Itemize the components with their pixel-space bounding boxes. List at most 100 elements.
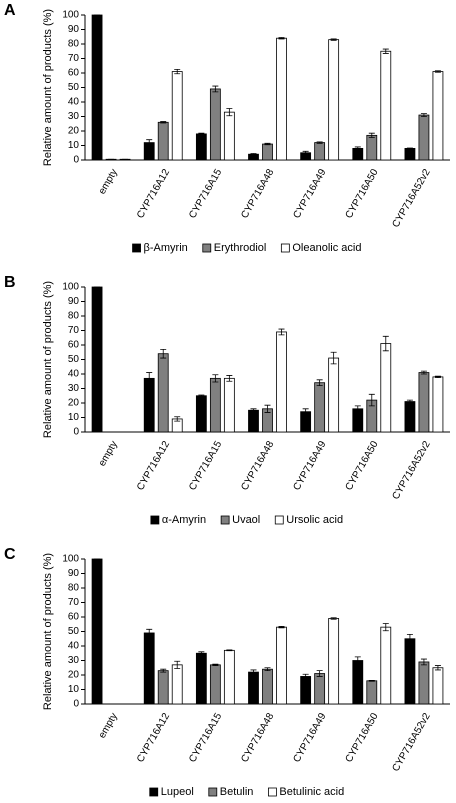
- y-tick-label: 80: [68, 311, 80, 322]
- y-tick-label: 30: [68, 111, 80, 122]
- error-bar: [198, 651, 205, 656]
- x-tick-label: CYP716A50: [344, 439, 381, 493]
- y-tick-label: 10: [68, 412, 80, 423]
- error-bar: [278, 328, 285, 336]
- bar: [404, 147, 416, 161]
- legend-swatch: [150, 515, 160, 525]
- error-bar: [406, 147, 413, 150]
- error-bar: [354, 146, 361, 151]
- y-tick-label: 20: [68, 126, 80, 137]
- error-bar: [160, 348, 167, 359]
- bar: [91, 558, 103, 705]
- x-tick-label: CYP716A52v2: [390, 167, 433, 230]
- error-bar: [302, 408, 309, 415]
- y-tick-label: 50: [68, 626, 80, 637]
- legend-swatch: [202, 243, 212, 253]
- legend-swatch: [208, 787, 218, 797]
- bar: [418, 372, 430, 433]
- error-bar: [226, 649, 233, 652]
- error-bar: [330, 351, 337, 365]
- y-tick-label: 10: [68, 684, 80, 695]
- y-tick-label: 40: [68, 369, 80, 380]
- error-bar: [250, 408, 257, 413]
- error-bar: [226, 375, 233, 382]
- x-tick-label: empty: [97, 167, 120, 196]
- legend-label: Ursolic acid: [286, 514, 343, 526]
- error-bar: [330, 617, 337, 620]
- bar: [223, 111, 235, 161]
- error-bar: [198, 394, 205, 397]
- legend-label: Uvaol: [232, 514, 260, 526]
- y-tick-label: 40: [68, 97, 80, 108]
- y-tick-label: 20: [68, 670, 80, 681]
- bar: [276, 331, 287, 433]
- x-tick-label: CYP716A12: [135, 711, 172, 765]
- error-bar: [302, 673, 309, 680]
- bar: [157, 121, 169, 161]
- error-bar: [264, 404, 271, 413]
- error-bar: [330, 38, 337, 41]
- error-bar: [264, 142, 271, 146]
- error-bar: [382, 48, 389, 54]
- y-tick-label: 90: [68, 24, 80, 35]
- y-tick-label: 60: [68, 68, 80, 79]
- error-bar: [212, 85, 219, 93]
- y-tick-label: 0: [73, 699, 79, 710]
- panel-label: B: [4, 274, 16, 291]
- bar: [171, 71, 183, 161]
- bar: [352, 660, 364, 705]
- error-bar: [420, 370, 427, 375]
- y-tick-label: 30: [68, 655, 80, 666]
- error-bar: [250, 669, 257, 675]
- bar: [262, 668, 273, 705]
- bar: [314, 673, 326, 705]
- bar: [223, 377, 235, 433]
- y-tick-label: 100: [62, 554, 79, 565]
- y-tick-label: 100: [62, 282, 79, 293]
- x-tick-label: CYP716A50: [344, 711, 381, 765]
- bar: [380, 343, 392, 433]
- error-bar: [406, 634, 413, 644]
- error-bar: [160, 121, 167, 124]
- legend-label: α-Amyrin: [162, 514, 206, 526]
- y-tick-label: 60: [68, 612, 80, 623]
- bar: [195, 133, 207, 161]
- error-bar: [212, 374, 219, 383]
- bar: [366, 134, 378, 161]
- error-bar: [382, 623, 389, 632]
- bar: [366, 680, 378, 705]
- legend-label: Oleanolic acid: [292, 242, 361, 254]
- bar: [248, 409, 259, 433]
- bar: [195, 395, 207, 433]
- x-tick-label: CYP716A50: [344, 167, 381, 221]
- legend-swatch: [149, 787, 159, 797]
- y-tick-label: 10: [68, 140, 80, 151]
- y-tick-label: 50: [68, 82, 80, 93]
- bar: [157, 670, 169, 705]
- bar: [209, 88, 221, 161]
- error-bar: [354, 405, 361, 413]
- x-tick-label: CYP716A48: [239, 167, 276, 221]
- bar: [300, 676, 312, 705]
- error-bar: [278, 37, 285, 40]
- error-bar: [160, 668, 167, 673]
- x-tick-label: CYP716A15: [187, 711, 224, 765]
- x-tick-label: CYP716A48: [239, 711, 276, 765]
- error-bar: [250, 153, 257, 156]
- bar: [432, 667, 444, 705]
- error-bar: [146, 372, 153, 385]
- bar: [314, 142, 326, 161]
- y-tick-label: 90: [68, 296, 80, 307]
- error-bar: [174, 660, 181, 669]
- legend-label: Erythrodiol: [214, 242, 267, 254]
- error-bar: [212, 663, 219, 666]
- x-tick-label: CYP716A52v2: [390, 711, 433, 774]
- x-tick-label: CYP716A12: [135, 439, 172, 493]
- bar: [143, 632, 155, 705]
- y-tick-label: 30: [68, 383, 80, 394]
- bar: [314, 382, 326, 433]
- bar: [352, 408, 364, 433]
- error-bar: [434, 375, 441, 379]
- x-tick-label: CYP716A52v2: [390, 439, 433, 502]
- error-bar: [434, 70, 441, 73]
